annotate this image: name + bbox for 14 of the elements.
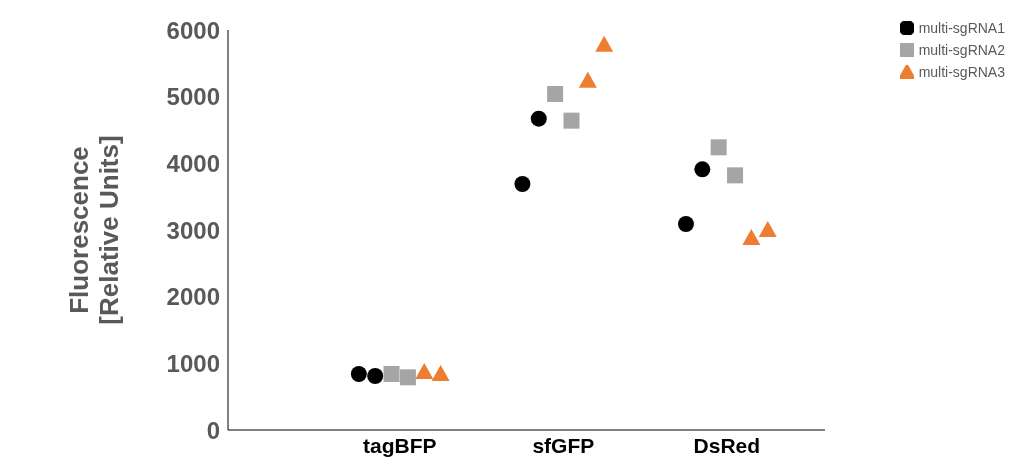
x-tick-label: sfGFP bbox=[532, 433, 595, 457]
x-tick-label: DsRed bbox=[693, 433, 761, 457]
legend-label: multi-sgRNA1 bbox=[918, 20, 1005, 36]
legend-label: multi-sgRNA2 bbox=[918, 42, 1005, 58]
y-tick-label: 2000 bbox=[166, 283, 220, 311]
y-tick-label: 4000 bbox=[166, 149, 220, 177]
y-axis-title: Fluorescence [Relative Units] bbox=[64, 135, 124, 325]
y-tick-label: 1000 bbox=[166, 349, 220, 377]
y-tick-label: 0 bbox=[206, 416, 220, 444]
y-tick-label: 3000 bbox=[166, 216, 220, 244]
y-tick-label: 6000 bbox=[166, 16, 220, 44]
x-tick-label: tagBFP bbox=[362, 433, 437, 457]
legend-label: multi-sgRNA3 bbox=[918, 64, 1005, 80]
y-tick-label: 5000 bbox=[166, 83, 220, 111]
